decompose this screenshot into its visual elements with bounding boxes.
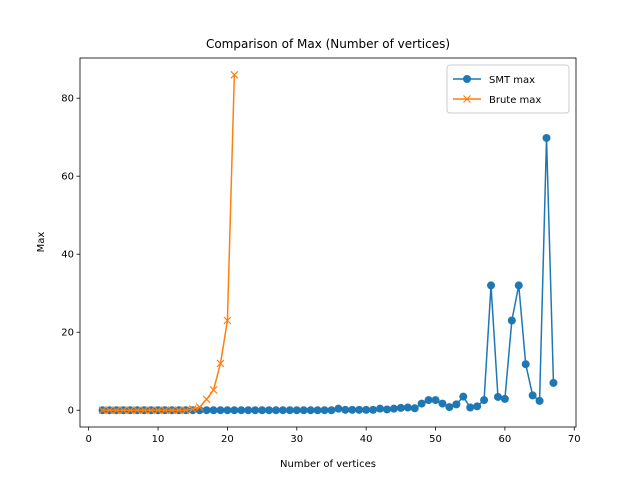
x-tick-label: 0 [85, 434, 91, 445]
data-point [542, 133, 551, 142]
data-point [452, 400, 461, 409]
data-point [147, 406, 156, 415]
data-point [133, 406, 142, 415]
data-point [223, 406, 232, 415]
data-point [237, 406, 246, 415]
series-line [102, 74, 236, 411]
data-point [202, 395, 211, 404]
data-point [209, 406, 218, 415]
data-point [181, 406, 190, 415]
data-point [195, 403, 204, 412]
data-point [535, 396, 544, 405]
data-point [202, 406, 211, 415]
legend-label: Brute max [489, 95, 541, 106]
data-point [105, 406, 114, 415]
data-point [216, 359, 225, 368]
data-point [154, 406, 162, 415]
data-point [403, 403, 412, 412]
x-tick-label: 40 [360, 434, 373, 445]
data-point [417, 399, 426, 408]
data-point [140, 406, 149, 415]
data-point [424, 396, 433, 405]
x-tick-label: 10 [152, 434, 165, 445]
data-point [265, 406, 274, 415]
data-point [299, 406, 308, 415]
data-point [507, 316, 516, 325]
legend: SMT max Brute max [446, 64, 570, 114]
data-point [466, 403, 475, 412]
x-tick-label: 50 [429, 434, 442, 445]
data-point [251, 406, 260, 415]
data-point [126, 406, 135, 415]
data-point [334, 404, 343, 413]
data-point [514, 281, 523, 290]
data-point [459, 392, 468, 401]
data-point [362, 405, 371, 414]
data-point [445, 403, 454, 412]
data-point [313, 406, 322, 415]
data-point [473, 402, 482, 411]
y-axis-label: Max [36, 232, 47, 253]
y-tick-label: 0 [68, 406, 74, 417]
data-point [549, 378, 558, 387]
data-point [320, 406, 329, 415]
y-tick-label: 40 [61, 250, 74, 261]
data-point [382, 405, 391, 414]
data-point [167, 406, 176, 415]
data-point [389, 404, 398, 413]
series-line [102, 137, 555, 411]
data-point [119, 406, 128, 415]
data-point [396, 403, 405, 412]
data-point [209, 386, 218, 394]
y-tick-label: 80 [61, 94, 74, 105]
y-tick-label: 60 [61, 172, 74, 183]
data-point [493, 392, 502, 401]
data-point [487, 281, 496, 290]
data-point [244, 406, 253, 415]
data-point [230, 406, 239, 415]
data-point [306, 406, 315, 415]
legend-label: SMT max [489, 75, 535, 86]
data-point [355, 405, 364, 414]
x-axis-label: Number of vertices [280, 459, 376, 470]
data-point [174, 406, 183, 415]
data-point [278, 406, 287, 415]
data-point [161, 406, 169, 415]
data-point [341, 405, 350, 414]
legend-box [446, 64, 570, 114]
x-tick-label: 70 [568, 434, 581, 445]
data-point [410, 404, 419, 413]
y-tick-label: 20 [61, 328, 74, 339]
data-point [438, 399, 447, 408]
x-tick-label: 60 [499, 434, 512, 445]
data-point [521, 360, 530, 369]
data-point [528, 391, 537, 400]
data-point [188, 405, 197, 413]
data-point [258, 406, 267, 415]
data-point [431, 396, 440, 405]
data-point [348, 405, 357, 414]
axes-frame [79, 57, 577, 428]
data-point [369, 405, 378, 414]
legend-marker [463, 75, 471, 83]
data-point [216, 406, 225, 415]
legend-marker [463, 95, 471, 103]
x-tick-label: 30 [290, 434, 303, 445]
data-point [285, 406, 294, 415]
data-point [271, 406, 280, 415]
data-point [223, 316, 232, 325]
data-point [480, 396, 489, 405]
data-point [376, 404, 385, 413]
data-point [500, 394, 509, 403]
data-point [292, 406, 301, 415]
chart-title: Comparison of Max (Number of vertices) [206, 37, 450, 51]
data-point [327, 406, 336, 415]
x-tick-label: 20 [221, 434, 234, 445]
data-point [98, 406, 107, 415]
data-point [112, 406, 121, 415]
data-point [230, 70, 239, 79]
